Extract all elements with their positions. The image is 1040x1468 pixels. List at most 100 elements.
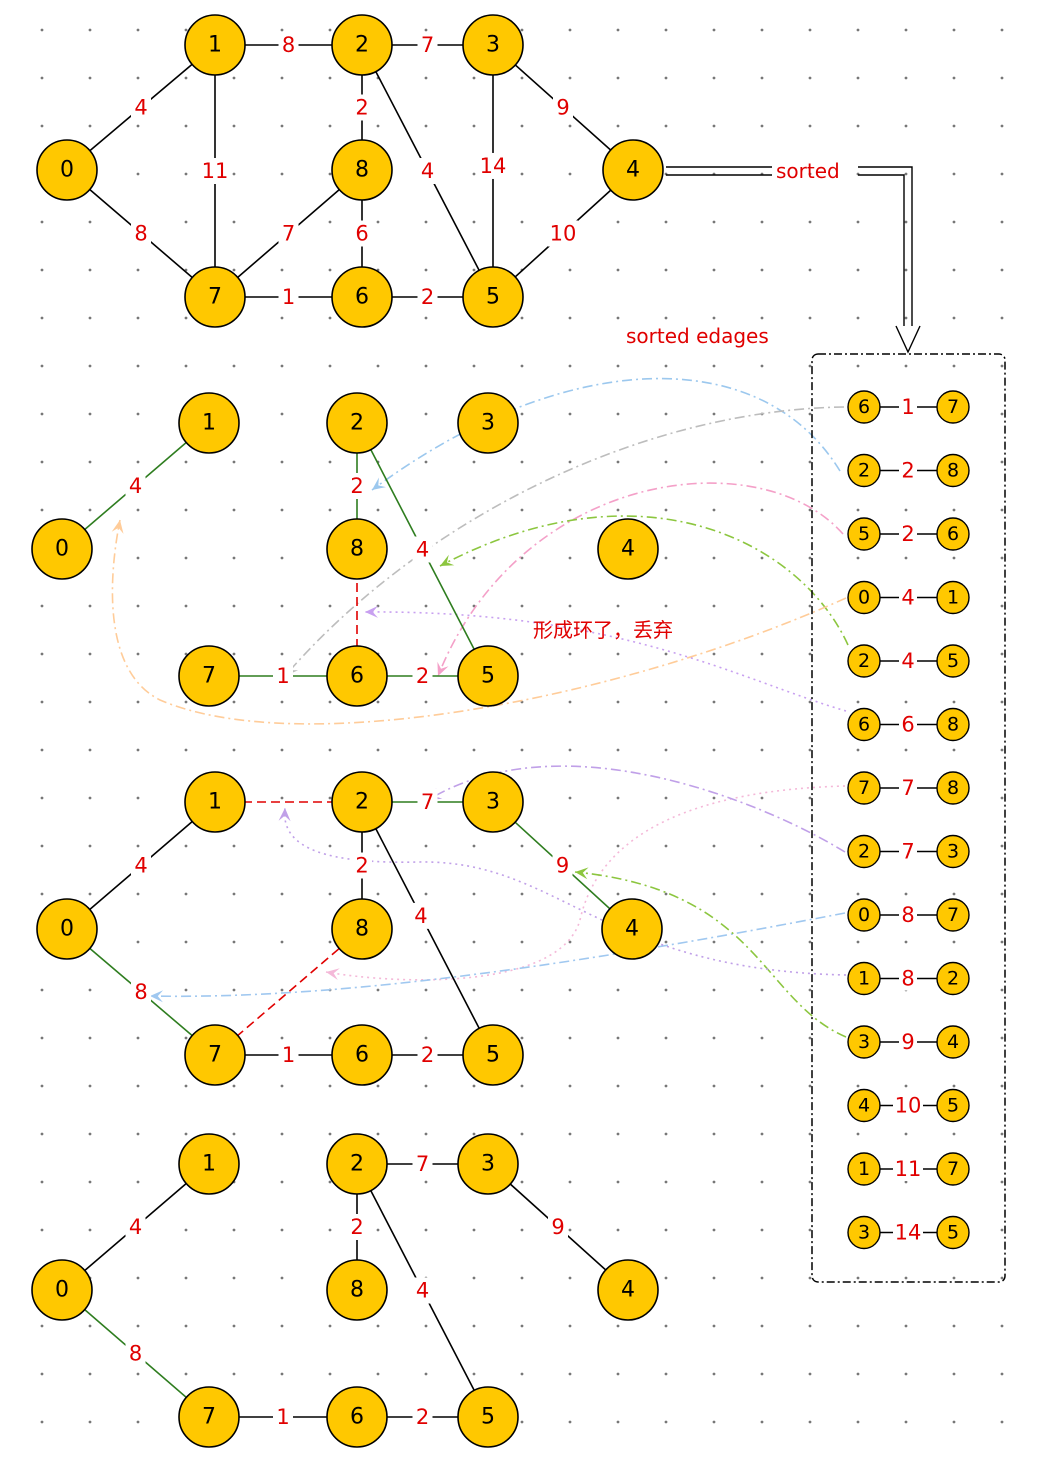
- node-6-stage4: [326, 1386, 388, 1448]
- sorted-edge-u-label: 2: [858, 460, 870, 482]
- node-4-stage3: [601, 898, 663, 960]
- node-label-2-stage2: 2: [350, 411, 364, 436]
- edge-weight-2-5-stage2: 4: [416, 538, 429, 562]
- sorted-edge-v: [936, 644, 970, 678]
- sorted-edge-weight: 6: [901, 713, 914, 737]
- sorted-edge-v: [936, 771, 970, 805]
- sorted-edge-v-label: 3: [947, 841, 959, 863]
- sorted-edge-u-label: 0: [858, 904, 870, 926]
- node-0-graph: [36, 139, 98, 201]
- edge-weight-bg: [417, 284, 438, 310]
- edge-weight-2-8-stage3: 2: [355, 854, 368, 878]
- edge-weight-bg: [412, 1404, 433, 1430]
- node-1-stage3: [184, 771, 246, 833]
- node-label-5-graph: 5: [486, 285, 500, 310]
- selection-arrow: [371, 377, 841, 491]
- edge-weight-1-7-graph: 11: [202, 159, 229, 183]
- node-label-0-graph: 0: [60, 158, 74, 183]
- edge-weight-bg: [352, 852, 372, 879]
- node-4-stage2: [597, 518, 659, 580]
- edge-weight-bg: [412, 1277, 433, 1304]
- edge-weight-5-6-stage2: 2: [416, 664, 429, 688]
- sorted-edge-u: [847, 1088, 881, 1123]
- sorted-edge-v: [936, 580, 970, 615]
- node-label-2-stage3: 2: [355, 790, 369, 815]
- edge-weight-bg: [125, 1214, 146, 1240]
- node-label-3-stage4: 3: [481, 1152, 495, 1177]
- sorted-edge-u-label: 6: [858, 396, 870, 418]
- node-8-stage4: [326, 1259, 388, 1321]
- edge-weight-3-4-stage3: 9: [556, 854, 569, 878]
- selection-arrow: [574, 871, 847, 1038]
- selection-arrow: [439, 515, 849, 646]
- node-2-stage3: [331, 771, 393, 833]
- sorted-edge-u-label: 7: [858, 777, 870, 799]
- node-label-6-stage3: 6: [355, 1043, 369, 1068]
- sorted-label: sorted: [776, 159, 840, 183]
- sorted-edge-row: 6 8 6: [847, 707, 970, 742]
- sorted-edge-u-label: 5: [858, 523, 870, 545]
- edge-weight-2-5-stage4: 4: [416, 1279, 429, 1303]
- sorted-edge-row: 6 7 1: [847, 390, 970, 424]
- node-5-stage3: [462, 1024, 524, 1086]
- sorted-edge-row: 7 8 7: [847, 771, 970, 805]
- sorted-edge-v-label: 7: [947, 904, 959, 926]
- sorted-edge-v: [936, 453, 970, 488]
- edge-weight-bg: [417, 1042, 438, 1068]
- node-label-6-graph: 6: [355, 285, 369, 310]
- node-label-0-stage2: 0: [55, 537, 69, 562]
- edge-weight-2-8-stage4: 2: [350, 1215, 363, 1239]
- edge-weight-bg: [200, 158, 230, 184]
- sorted-edge-weight: 1: [901, 395, 914, 419]
- edge-weight-bg: [131, 94, 151, 121]
- sorted-edge-weight: 8: [901, 903, 914, 927]
- sorted-edge-weight: 7: [901, 840, 914, 864]
- edge-weight-4-5-graph: 10: [550, 222, 577, 246]
- node-0-stage3: [36, 898, 98, 960]
- sorted-edge-u-label: 4: [858, 1095, 870, 1117]
- sorted-edge-u: [847, 453, 881, 488]
- node-label-5-stage4: 5: [481, 1405, 495, 1430]
- node-6-stage2: [326, 645, 388, 707]
- node-7-stage2: [178, 645, 240, 707]
- sorted-edge-v: [936, 1025, 970, 1059]
- sorted-edge-u: [847, 771, 881, 805]
- edge-weight-bg: [352, 94, 372, 121]
- node-1-stage2: [178, 392, 240, 454]
- edge-weight-bg: [552, 852, 573, 879]
- sorted-edges-title: sorted edages: [626, 324, 769, 348]
- edge-weight-bg: [478, 152, 508, 179]
- node-7-stage3: [184, 1024, 246, 1086]
- node-label-1-stage4: 1: [202, 1152, 216, 1177]
- node-label-7-stage2: 7: [202, 664, 216, 689]
- selection-arrowhead: [150, 990, 164, 1003]
- sorted-edge-weight: 2: [901, 522, 914, 546]
- sorted-edge-weight: 8: [901, 967, 914, 991]
- node-label-1-stage2: 1: [202, 411, 216, 436]
- node-5-graph: [462, 266, 524, 328]
- node-1-graph: [184, 14, 246, 76]
- node-3-stage3: [462, 771, 524, 833]
- edge-weight-bg: [131, 220, 151, 247]
- sorted-edge-u: [847, 1025, 881, 1059]
- node-label-8-graph: 8: [355, 158, 369, 183]
- sorted-edge-row: 5 6 2: [847, 517, 970, 551]
- sorted-edge-u-label: 1: [858, 1158, 870, 1180]
- sorted-edge-v: [936, 898, 970, 932]
- sorted-edge-u: [847, 1152, 881, 1186]
- sorted-edge-v-label: 4: [947, 1031, 959, 1053]
- node-label-8-stage3: 8: [355, 917, 369, 942]
- edge-weight-bg: [410, 902, 431, 929]
- node-6-stage3: [331, 1024, 393, 1086]
- sorted-edge-weight: 9: [901, 1030, 914, 1054]
- edge-weight-bg: [278, 1042, 299, 1068]
- node-label-3-stage3: 3: [486, 790, 500, 815]
- node-label-4-stage3: 4: [625, 917, 639, 942]
- node-label-7-stage3: 7: [208, 1043, 222, 1068]
- sorted-edge-v: [936, 1152, 970, 1186]
- edge-weight-0-7-stage4: 8: [129, 1342, 142, 1366]
- sorted-edge-v: [936, 961, 970, 996]
- selection-arrowhead: [575, 867, 589, 880]
- sorted-edge-u-label: 1: [858, 968, 870, 990]
- sorted-edge-u: [847, 1215, 881, 1250]
